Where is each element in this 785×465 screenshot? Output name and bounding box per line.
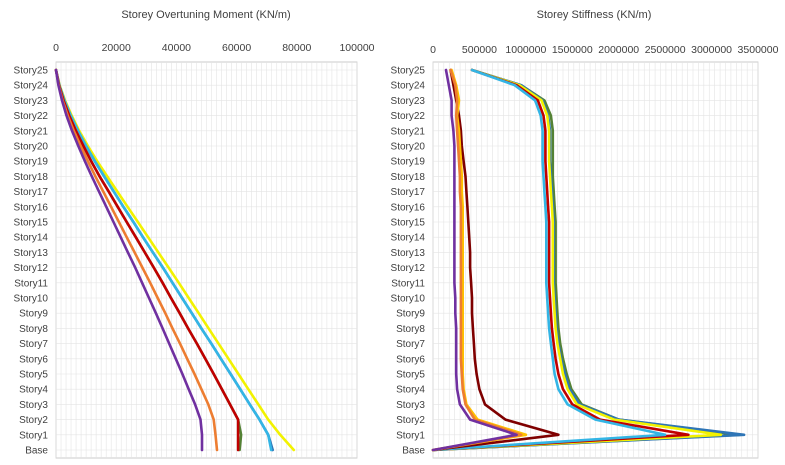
overturning-category-label: Story14 (14, 233, 49, 244)
stiffness-category-label: Story17 (391, 187, 426, 198)
overturning-category-label: Story20 (14, 142, 49, 153)
stiffness-series-line-9 (431, 68, 518, 452)
overturning-category-label: Story1 (19, 430, 48, 441)
stiffness-category-label: Story2 (396, 415, 425, 426)
overturning-series-line-7 (54, 68, 204, 452)
overturning-series-line-6 (54, 68, 219, 452)
stiffness-category-label: Base (402, 446, 425, 457)
overturning-x-tick-label: 20000 (102, 42, 131, 54)
overturning-category-label: Story9 (19, 309, 48, 320)
stiffness-series-line-6 (431, 68, 560, 452)
stiffness-x-tick-label: 500000 (462, 44, 497, 56)
stiffness-category-label: Story16 (391, 202, 426, 213)
overturning-x-tick-label: 40000 (162, 42, 191, 54)
stiffness-category-label: Story25 (391, 66, 426, 77)
stiffness-category-label: Story12 (391, 263, 426, 274)
stiffness-series-line-1 (431, 68, 741, 452)
stiffness-x-tick-label: 0 (430, 44, 436, 56)
overturning-category-label: Story19 (14, 157, 49, 168)
stiffness-category-label: Story4 (396, 385, 425, 396)
overturning-category-label: Story11 (14, 278, 48, 289)
overturning-category-label: Story7 (19, 339, 48, 350)
stiffness-category-label: Story6 (396, 354, 425, 365)
stiffness-category-label: Story21 (391, 126, 426, 137)
overturning-category-label: Story17 (14, 187, 49, 198)
overturning-category-label: Story13 (14, 248, 49, 259)
stiffness-series-line-4 (431, 68, 690, 452)
overturning-moment-chart: Storey Overtuning Moment (KN/m) 0 20000 400… (14, 9, 375, 459)
stiffness-category-label: Story13 (391, 248, 426, 259)
stiffness-x-tick-label: 3500000 (738, 44, 779, 56)
overturning-category-label: Story12 (14, 263, 49, 274)
overturning-category-label: Story4 (19, 385, 48, 396)
overturning-category-label: Story15 (14, 218, 49, 229)
stiffness-category-label: Story20 (391, 142, 426, 153)
stiffness-chart-title: Storey Stiffness (KN/m) (537, 9, 652, 21)
overturning-series-line-5 (54, 68, 240, 452)
overturning-category-label: Story22 (14, 111, 49, 122)
overturning-category-label: Story3 (19, 400, 48, 411)
overturning-category-label: Story10 (14, 294, 49, 305)
overturning-category-label: Story24 (14, 81, 49, 92)
stiffness-category-label: Story18 (391, 172, 426, 183)
overturning-category-label: Story23 (14, 96, 49, 107)
stiffness-category-label: Story19 (391, 157, 426, 168)
stiffness-category-label: Story24 (391, 81, 426, 92)
stiffness-category-label: Story1 (396, 430, 425, 441)
overturning-category-label: Story8 (19, 324, 48, 335)
overturning-series-line-3 (54, 68, 273, 452)
overturning-chart-title: Storey Overtuning Moment (KN/m) (121, 9, 290, 21)
overturning-category-label: Base (25, 446, 48, 457)
overturning-x-tick-label: 100000 (339, 42, 374, 54)
stiffness-category-label: Story22 (391, 111, 426, 122)
stiffness-category-label: Story5 (396, 370, 425, 381)
stiffness-category-label: Story7 (396, 339, 425, 350)
overturning-x-tick-label: 60000 (222, 42, 251, 54)
stiffness-category-label: Story23 (391, 96, 426, 107)
stiffness-category-label: Story15 (391, 218, 426, 229)
stiffness-category-label: Story3 (396, 400, 425, 411)
stiffness-x-tick-label: 2000000 (598, 44, 639, 56)
overturning-category-label: Story21 (14, 126, 49, 137)
overturning-x-tick-label: 0 (53, 42, 59, 54)
stiffness-category-label: Story8 (396, 324, 425, 335)
stiffness-category-label: Story14 (391, 233, 426, 244)
stiffness-x-tick-label: 1500000 (552, 44, 593, 56)
stiffness-category-label: Story11 (391, 278, 425, 289)
stiffness-series-line-8 (431, 68, 523, 452)
stiffness-x-tick-label: 2500000 (645, 44, 686, 56)
overturning-category-label: Story6 (19, 354, 48, 365)
overturning-x-tick-label: 80000 (282, 42, 311, 54)
overturning-category-label: Story18 (14, 172, 49, 183)
stiffness-category-label: Story9 (396, 309, 425, 320)
overturning-category-label: Story5 (19, 370, 48, 381)
overturning-category-label: Story2 (19, 415, 48, 426)
overturning-category-label: Story25 (14, 66, 49, 77)
stiffness-x-tick-label: 3000000 (691, 44, 732, 56)
stiffness-category-label: Story10 (391, 294, 426, 305)
stiffness-series-line-5 (431, 68, 667, 452)
stiffness-series-line-3 (431, 68, 723, 452)
stiffness-x-tick-label: 1000000 (505, 44, 546, 56)
storey-stiffness-chart: Storey Stiffness (KN/m) 0 500000 1000000 150… (391, 9, 779, 459)
overturning-category-label: Story16 (14, 202, 49, 213)
